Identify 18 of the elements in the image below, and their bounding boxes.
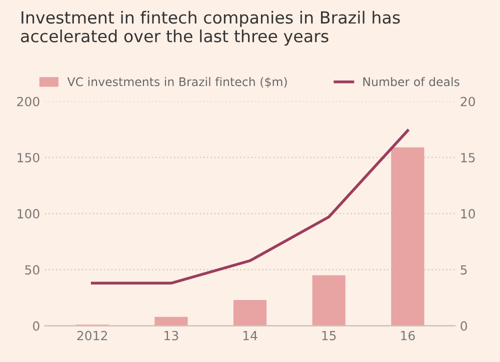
- y-tick-label: 150: [18, 152, 40, 162]
- legend-label: VC investments in Brazil fintech ($m): [67, 77, 287, 88]
- legend-label: Number of deals: [363, 77, 460, 86]
- x-tick-label: 14: [243, 331, 258, 340]
- chart-title: Investment in fintech companies in Brazil has accelerated over the last three years: [21, 10, 400, 46]
- y2-tick-label: 10: [461, 209, 475, 219]
- y2-tick-label: 5: [460, 265, 467, 275]
- x-tick-label: 2012: [77, 330, 107, 340]
- y-tick-label: 100: [18, 209, 40, 219]
- y-tick-label: 200: [17, 96, 40, 106]
- y-tick-label: 0: [33, 321, 40, 331]
- y-tick-label: 50: [25, 265, 40, 275]
- y2-tick-label: 20: [460, 96, 475, 106]
- y2-tick-label: 0: [460, 321, 467, 331]
- x-tick-label: 15: [322, 331, 336, 340]
- y2-tick-label: 15: [461, 153, 475, 162]
- x-tick-label: 13: [164, 330, 178, 340]
- x-tick-label: 16: [401, 330, 415, 340]
